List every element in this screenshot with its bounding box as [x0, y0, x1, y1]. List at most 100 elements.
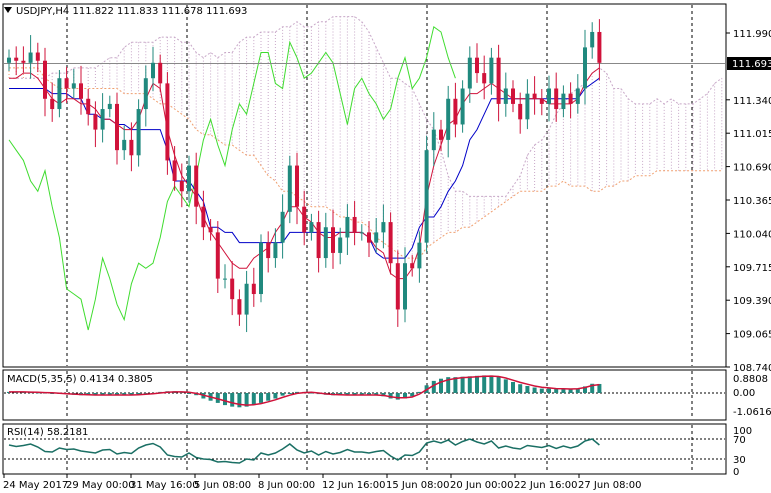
candle-body — [129, 139, 134, 156]
candle-body — [14, 57, 19, 61]
candle-body — [158, 62, 163, 84]
macd-bar — [511, 382, 515, 393]
candle-body — [21, 60, 26, 63]
candle-body — [439, 129, 443, 140]
macd-panel-frame — [2, 369, 727, 421]
macd-tick-label: 0.00 — [733, 388, 755, 399]
candle-body — [403, 263, 407, 310]
candlesticks — [7, 19, 602, 333]
candle-body — [453, 98, 458, 125]
candle-body — [107, 103, 112, 110]
macd-bar — [388, 393, 393, 399]
macd-bar — [532, 387, 537, 393]
macd-bar — [215, 393, 220, 403]
rsi-tick-label: 100 — [733, 426, 752, 437]
macd-bar — [359, 393, 364, 396]
candle-body — [496, 57, 501, 104]
candle-body — [388, 222, 393, 264]
candle-body — [230, 278, 235, 300]
macd-bar — [345, 393, 350, 396]
candle-body — [237, 299, 242, 315]
candle-body — [122, 139, 127, 151]
candle-body — [431, 129, 436, 151]
price-tick-label: 109.065 — [733, 330, 771, 341]
macd-bar — [309, 392, 314, 394]
candle-body — [43, 60, 47, 99]
rsi-tick-label: 30 — [733, 455, 746, 466]
macd-bar — [446, 377, 451, 393]
macd-bar — [129, 393, 134, 396]
macd-bar — [374, 393, 379, 396]
macd-bar — [410, 393, 415, 397]
macd-tick-label: -1.0616 — [733, 407, 771, 418]
macd-bar — [417, 391, 422, 393]
rsi-panel — [4, 438, 725, 464]
candle-body — [151, 62, 155, 79]
candle-body — [532, 93, 537, 99]
candle-body — [475, 57, 479, 74]
candle-body — [35, 52, 40, 61]
candle-body — [539, 98, 544, 104]
macd-bar — [187, 393, 191, 394]
candle-body — [28, 52, 33, 63]
collapse-triangle-icon[interactable] — [4, 7, 12, 13]
candle-body — [331, 227, 335, 253]
time-tick-label: 20 Jun 00:00 — [450, 480, 514, 491]
candle-body — [323, 227, 328, 259]
time-tick-label: 29 May 00:00 — [66, 480, 135, 491]
macd-bar — [439, 378, 443, 393]
rsi-tick-label: 0 — [733, 467, 739, 478]
macd-bar — [395, 393, 400, 400]
candle-body — [165, 83, 170, 161]
time-tick-label: 27 Jun 08:00 — [578, 480, 642, 491]
candle-body — [446, 98, 451, 140]
macd-bar — [568, 389, 573, 393]
candle-body — [561, 93, 566, 110]
macd-panel — [4, 375, 725, 408]
macd-label: MACD(5,35,5) 0.4134 0.3805 — [7, 374, 153, 385]
time-tick-label: 22 Jun 16:00 — [514, 480, 578, 491]
candle-body — [136, 109, 141, 156]
candle-body — [597, 31, 602, 63]
macd-bar — [273, 393, 278, 399]
macd-tick-label: 0.8808 — [733, 374, 768, 385]
main-panel-frame — [2, 3, 727, 368]
candle-body — [583, 47, 587, 89]
macd-bar — [460, 376, 465, 393]
candle-body — [417, 242, 422, 269]
candle-body — [482, 73, 487, 84]
candle-body — [460, 88, 465, 125]
candle-body — [359, 232, 364, 234]
candle-body — [143, 78, 148, 110]
current-price-label: 111.693 — [732, 59, 771, 70]
chikou-span-line — [8, 25, 456, 331]
macd-bar — [547, 388, 551, 393]
candle-body — [57, 78, 62, 110]
candle-body — [7, 57, 11, 63]
rsi-tick-label: 70 — [733, 435, 746, 446]
time-tick-label: 8 Jun 00:00 — [258, 480, 315, 491]
macd-bar — [403, 393, 407, 399]
price-tick-label: 108.740 — [733, 363, 771, 374]
macd-bar — [259, 393, 263, 403]
candle-body — [554, 88, 559, 110]
macd-bar — [136, 393, 141, 395]
candle-body — [79, 83, 83, 99]
price-tick-label: 111.015 — [733, 129, 771, 140]
price-axis: 111.990 111.340 111.015 110.690 110.365 110.0… — [726, 29, 771, 478]
candle-body — [179, 180, 184, 192]
candle-body — [547, 88, 551, 104]
macd-bar — [266, 393, 271, 401]
candle-body — [187, 165, 191, 192]
time-tick-label: 24 May 2017 — [3, 480, 68, 491]
macd-bar — [475, 375, 479, 393]
macd-bar — [93, 393, 98, 396]
candle-body — [374, 232, 379, 243]
macd-bar — [518, 384, 523, 393]
macd-bar — [467, 376, 472, 393]
time-tick-label: 12 Jun 16:00 — [322, 480, 386, 491]
rsi-panel-frame — [2, 423, 727, 475]
candle-body — [244, 283, 249, 315]
